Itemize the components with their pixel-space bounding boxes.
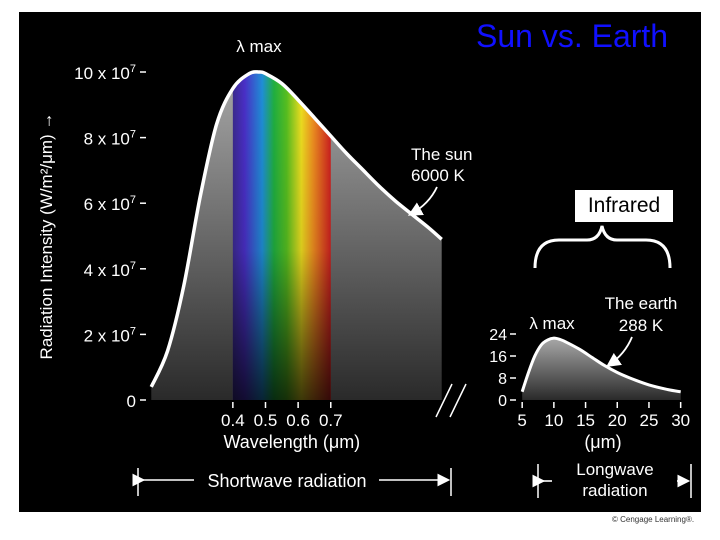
y-tick-label: 8 xyxy=(498,371,507,388)
sun-label-arrow xyxy=(407,186,438,216)
y-tick-label: 16 xyxy=(489,349,507,366)
earth-curve xyxy=(520,336,681,394)
y-tick-label: 0 xyxy=(127,392,136,411)
y-tick-label: 0 xyxy=(498,393,507,410)
x-tick-label: 5 xyxy=(517,411,526,430)
x-tick-label: 25 xyxy=(640,411,659,430)
sun-chart: 0 2 x 107 4 x 107 6 x 107 8 x 107 10 x 107 0.4… xyxy=(37,37,472,452)
shortwave-label: Shortwave radiation xyxy=(207,471,366,491)
y-tick-exponent: 7 xyxy=(130,260,136,272)
y-tick-label: 24 xyxy=(489,327,507,344)
credit-text: © Cengage Learning®. xyxy=(612,515,695,524)
slide-title: Sun vs. Earth xyxy=(476,18,669,54)
y-axis-title: Radiation Intensity (W/m²/μm) → xyxy=(37,113,56,360)
longwave-label-line2: radiation xyxy=(582,481,647,500)
y-tick-label: 4 x 107 xyxy=(84,260,136,280)
x-tick-label: 0.6 xyxy=(286,411,310,430)
sun-curve xyxy=(149,70,443,388)
y-tick-exponent: 7 xyxy=(130,129,136,141)
sun-peak-label: λ max xyxy=(236,37,282,56)
axis-break-mark xyxy=(435,383,453,418)
axis-break-mark xyxy=(449,383,467,418)
infrared-brace xyxy=(533,225,672,269)
sun-label-name: The sun xyxy=(411,145,472,164)
x-tick-label: 20 xyxy=(608,411,627,430)
y-tick-exponent: 7 xyxy=(130,63,136,75)
earth-peak-label: λ max xyxy=(529,314,575,333)
annotations: Shortwave radiation Longwave radiation xyxy=(132,225,692,500)
earth-label-temp: 288 K xyxy=(619,316,664,335)
y-tick-exponent: 7 xyxy=(130,325,136,337)
x-tick-label: 10 xyxy=(544,411,563,430)
earth-chart: 0 8 16 24 5 10 15 20 25 30 (μm) λ max The earth 288 K xyxy=(489,294,690,452)
x-tick-label: 15 xyxy=(576,411,595,430)
y-tick-label: 10 x 107 xyxy=(74,63,136,83)
y-tick-label: 8 x 107 xyxy=(84,129,136,149)
x-axis-title: (μm) xyxy=(584,432,621,452)
x-tick-label: 0.4 xyxy=(221,411,245,430)
y-tick-exponent: 7 xyxy=(130,194,136,206)
chart-svg: 0 2 x 107 4 x 107 6 x 107 8 x 107 10 x 107 0.4… xyxy=(37,37,692,500)
figure-panel: 0 2 x 107 4 x 107 6 x 107 8 x 107 10 x 107 0.4… xyxy=(19,12,701,512)
x-axis-title: Wavelength (μm) xyxy=(223,432,360,452)
x-tick-label: 0.7 xyxy=(319,411,343,430)
earth-label-name: The earth xyxy=(605,294,678,313)
earth-area xyxy=(522,338,681,400)
longwave-label-line1: Longwave xyxy=(576,460,654,479)
spectrum-shade xyxy=(232,71,331,400)
infrared-label: Infrared xyxy=(575,190,673,222)
sun-label-temp: 6000 K xyxy=(411,166,466,185)
y-tick-label: 6 x 107 xyxy=(84,194,136,214)
x-tick-label: 30 xyxy=(671,411,690,430)
x-tick-label: 0.5 xyxy=(254,411,278,430)
earth-label-arrow xyxy=(606,336,633,368)
y-tick-label: 2 x 107 xyxy=(84,325,136,345)
